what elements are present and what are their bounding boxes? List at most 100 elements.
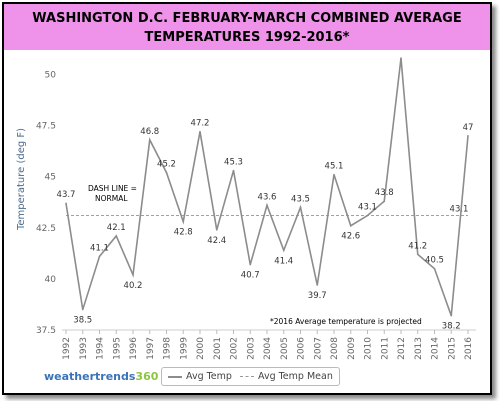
data-point xyxy=(81,308,84,311)
data-point xyxy=(299,206,302,209)
data-point xyxy=(232,169,235,172)
data-point xyxy=(165,171,168,174)
data-label: 43.5 xyxy=(291,194,310,204)
data-label: 38.2 xyxy=(442,322,461,332)
x-tick-label: 2010 xyxy=(364,337,374,360)
y-tick-label: 45 xyxy=(45,173,56,183)
data-point xyxy=(400,57,402,59)
data-point xyxy=(249,263,252,266)
data-label: 41.2 xyxy=(408,241,427,251)
data-point xyxy=(383,200,386,202)
line-chart: Temperature (deg F) 37.5 40 42.5 45 47.5 50 1… xyxy=(16,57,476,360)
chart-frame: WASHINGTON D.C. FEBRUARY-MARCH COMBINED … xyxy=(2,2,492,395)
data-label: 47 xyxy=(463,123,474,133)
x-tick-label: 2004 xyxy=(263,337,273,360)
mean-line-label: 43.1 xyxy=(450,205,469,215)
data-label: 45.2 xyxy=(157,160,176,170)
legend-label-avg-temp: Avg Temp xyxy=(186,371,232,382)
x-tick-label: 2012 xyxy=(397,337,407,360)
data-label: 42.1 xyxy=(107,223,126,233)
series-line-group xyxy=(65,57,469,317)
data-label: 39.7 xyxy=(308,291,327,301)
y-tick-label: 37.5 xyxy=(36,326,56,336)
data-labels: 43.7 38.5 41.1 42.1 40.2 46.8 45.2 42.8 47.2 42.4… xyxy=(57,119,474,332)
data-point xyxy=(349,224,352,227)
data-point xyxy=(199,130,201,133)
data-label: 42.8 xyxy=(174,228,193,238)
data-point xyxy=(266,204,268,207)
data-point xyxy=(115,235,118,237)
data-point xyxy=(182,220,185,223)
mean-line-group: 43.1 xyxy=(66,205,469,217)
x-tick-label: 1998 xyxy=(163,337,173,360)
chart-title: WASHINGTON D.C. FEBRUARY-MARCH COMBINED … xyxy=(4,4,490,50)
dash-line-note-1: DASH LINE = xyxy=(88,184,137,193)
y-ticks: 37.5 40 42.5 45 47.5 50 xyxy=(36,70,56,336)
data-point xyxy=(433,267,436,270)
legend: Avg Temp Avg Temp Mean xyxy=(161,367,340,386)
data-label: 42.4 xyxy=(207,236,226,246)
data-label: 43.1 xyxy=(358,203,377,213)
x-tick-label: 2014 xyxy=(431,337,441,360)
y-tick-label: 42.5 xyxy=(36,224,56,234)
data-point xyxy=(333,173,335,176)
y-tick-label: 40 xyxy=(45,275,57,285)
x-tick-label: 1994 xyxy=(96,337,106,360)
data-label: 43.6 xyxy=(258,192,277,202)
x-tick-label: 1992 xyxy=(62,337,72,360)
data-point xyxy=(316,284,319,286)
x-tick-label: 2009 xyxy=(347,337,357,360)
legend-swatch-dashed xyxy=(240,376,254,377)
y-tick-label: 50 xyxy=(45,70,57,80)
x-tick-label: 2016 xyxy=(464,337,474,360)
data-point xyxy=(282,249,285,252)
data-label: 43.7 xyxy=(57,190,76,200)
x-tick-label: 1996 xyxy=(129,337,139,360)
data-label: 45.1 xyxy=(325,162,344,172)
logo-number: 360 xyxy=(135,370,159,383)
data-point xyxy=(366,214,369,217)
legend-item-avg-temp-mean[interactable]: Avg Temp Mean xyxy=(240,371,333,382)
x-tick-label: 2007 xyxy=(313,337,323,360)
data-label: 45.3 xyxy=(224,158,243,168)
data-label: 41.4 xyxy=(274,256,293,266)
x-tick-label: 1997 xyxy=(146,337,156,360)
x-ticks: 1992 1993 1994 1995 1996 1997 1998 1999 2000 2001… xyxy=(62,330,474,360)
data-label: 40.5 xyxy=(425,256,444,266)
legend-swatch-solid xyxy=(168,375,182,378)
data-point xyxy=(416,253,419,256)
data-label: 46.8 xyxy=(140,127,159,137)
dash-line-note-2: NORMAL xyxy=(95,194,128,203)
y-tick-label: 47.5 xyxy=(36,122,56,132)
data-label: 41.1 xyxy=(90,243,109,253)
x-tick-label: 2013 xyxy=(414,337,424,360)
data-label: 43.8 xyxy=(375,188,394,198)
x-tick-label: 2005 xyxy=(280,337,290,360)
data-point xyxy=(132,274,134,276)
data-point xyxy=(215,229,218,231)
data-point xyxy=(467,134,469,137)
legend-item-avg-temp[interactable]: Avg Temp xyxy=(168,371,232,382)
x-tick-label: 2011 xyxy=(380,337,390,360)
data-label: 40.2 xyxy=(124,281,143,291)
data-point xyxy=(450,314,453,317)
x-tick-label: 1995 xyxy=(112,337,122,360)
x-tick-label: 1999 xyxy=(179,337,189,360)
x-tick-label: 2003 xyxy=(246,337,256,360)
x-tick-label: 2008 xyxy=(330,337,340,360)
data-label: 38.5 xyxy=(73,316,92,326)
x-tick-label: 2000 xyxy=(196,337,206,360)
x-tick-label: 1993 xyxy=(79,337,89,360)
x-tick-label: 2015 xyxy=(447,337,457,360)
legend-label-avg-temp-mean: Avg Temp Mean xyxy=(258,371,333,382)
data-point xyxy=(65,202,67,205)
data-point xyxy=(98,255,101,258)
data-point xyxy=(148,139,151,141)
title-line-1: WASHINGTON D.C. FEBRUARY-MARCH COMBINED … xyxy=(32,11,462,26)
x-tick-label: 2006 xyxy=(297,337,307,360)
data-label: 42.6 xyxy=(341,232,360,242)
title-line-2: TEMPERATURES 1992-2016* xyxy=(144,30,350,45)
projected-note: *2016 Average temperature is projected xyxy=(270,317,422,326)
data-label: 40.7 xyxy=(241,271,260,281)
logo-word: weathertrends xyxy=(44,370,136,383)
